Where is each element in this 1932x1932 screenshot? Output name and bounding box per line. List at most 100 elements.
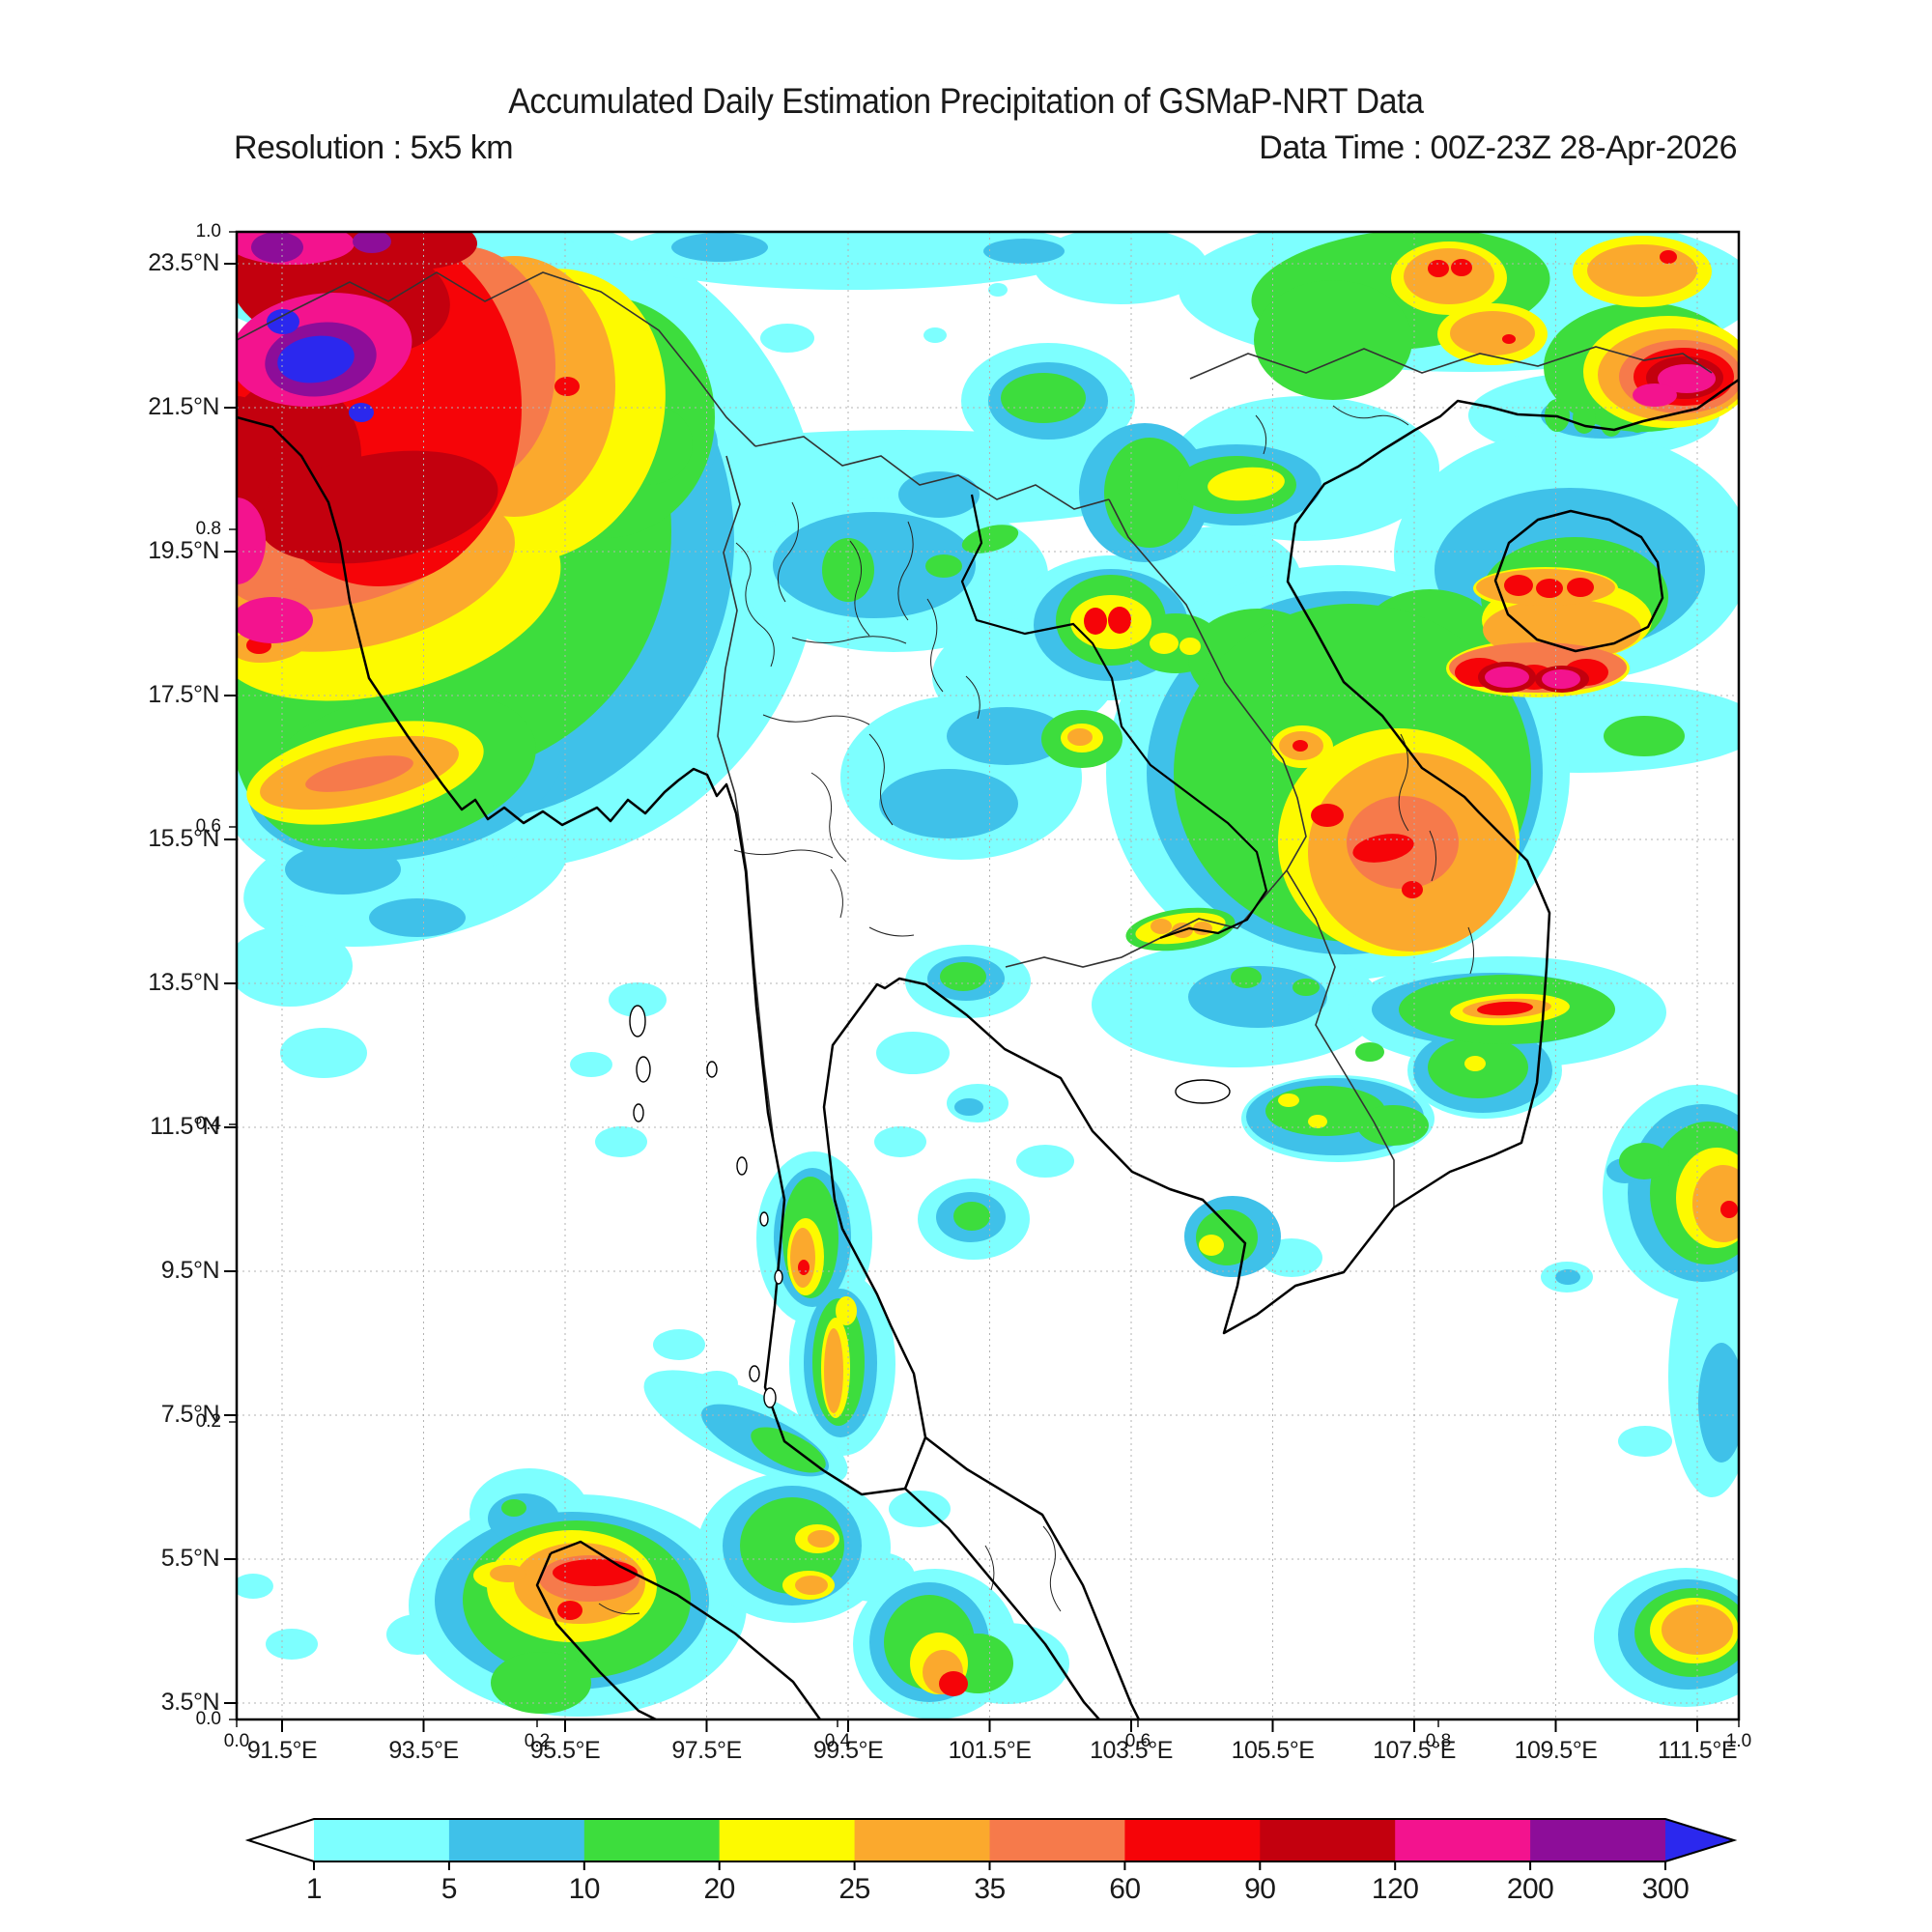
rain-cell-level-6 — [1477, 1001, 1533, 1016]
secondary-x-label: 0.0 — [223, 1731, 250, 1751]
colorbar-tick-label: 35 — [974, 1873, 1006, 1905]
rain-cell-level-8 — [237, 597, 313, 643]
rain-cell-level-2 — [1104, 438, 1195, 548]
lat-tick-label: 7.5°N — [160, 1400, 220, 1428]
island-outline — [759, 1211, 769, 1227]
rain-cell-level-6 — [1402, 881, 1423, 898]
rain-cell-level-1 — [285, 844, 401, 895]
rain-cell-level-3 — [1464, 1056, 1486, 1071]
country-border — [717, 455, 775, 1143]
secondary-x-label: 0.2 — [524, 1731, 551, 1751]
rain-cell-level-4 — [490, 1565, 526, 1582]
secondary-y-label: 0.8 — [195, 519, 221, 539]
rain-cell-level-6 — [1084, 608, 1107, 635]
rain-cell-level-4 — [1404, 248, 1494, 304]
island-outline — [774, 1269, 783, 1285]
rain-cell-level-0 — [613, 430, 1193, 526]
secondary-y-label: 0.4 — [195, 1114, 221, 1134]
colorbar-tick-label: 300 — [1641, 1873, 1690, 1905]
rain-cell-level-2 — [1231, 967, 1262, 988]
rain-cell-level-10 — [349, 403, 374, 422]
rain-cell-level-0 — [386, 1614, 448, 1655]
lon-tick-label: 109.5°E — [1514, 1737, 1598, 1764]
colorbar-segment — [1530, 1819, 1666, 1861]
province-boundary — [926, 598, 944, 693]
secondary-x-label: 1.0 — [1725, 1731, 1752, 1751]
rain-cell-level-1 — [898, 471, 980, 518]
rain-cell-level-0 — [1618, 1426, 1672, 1457]
island-outline — [636, 1056, 651, 1083]
coastline — [924, 1436, 1141, 1719]
island-outline — [633, 1103, 644, 1122]
colorbar-tick-label: 10 — [568, 1873, 601, 1905]
province-boundary — [830, 868, 843, 919]
rain-cell-level-1 — [879, 769, 1018, 838]
colorbar-segment — [854, 1819, 991, 1861]
secondary-y-label: 1.0 — [195, 221, 221, 242]
rain-cell-level-1 — [954, 1098, 983, 1116]
colorbar-segment — [1124, 1819, 1261, 1861]
province-boundary — [762, 714, 870, 725]
rain-cell-level-2 — [940, 962, 986, 991]
secondary-x-label: 0.8 — [1425, 1731, 1452, 1751]
lon-tick-label: 107.5°E — [1373, 1737, 1456, 1764]
rain-cell-level-3 — [1308, 1115, 1327, 1128]
country-border — [754, 436, 1110, 510]
province-boundary — [984, 1545, 995, 1591]
rain-cell-level-0 — [609, 982, 667, 1017]
rain-cell-level-1 — [983, 239, 1065, 264]
colorbar — [244, 1818, 1738, 1870]
province-boundary — [1042, 1525, 1062, 1612]
country-border — [237, 271, 756, 447]
colorbar-tick-label: 1 — [305, 1873, 323, 1905]
rain-cell-level-2 — [751, 1427, 826, 1473]
rain-cell-level-4 — [1193, 922, 1212, 935]
rain-cell-level-2 — [1357, 1105, 1429, 1146]
rain-cell-level-6 — [554, 377, 580, 396]
colorbar-segment — [989, 1819, 1125, 1861]
rain-cell-level-3 — [1199, 1235, 1224, 1256]
province-boundary — [1467, 926, 1474, 975]
province-boundary — [965, 675, 980, 720]
country-border — [1108, 498, 1307, 871]
colorbar-overflow-arrow — [1665, 1819, 1734, 1861]
rain-cell-level-4 — [790, 1228, 815, 1288]
rain-cell-level-2 — [1604, 716, 1685, 756]
rain-cell-level-0 — [280, 1028, 367, 1078]
rain-cell-level-1 — [1698, 1343, 1739, 1463]
rain-cell-level-1 — [671, 233, 768, 262]
rain-cell-level-4 — [795, 1576, 828, 1595]
rain-cell-level-9 — [353, 232, 391, 253]
rain-cell-level-6 — [1108, 607, 1131, 634]
province-boundary — [735, 542, 775, 668]
rain-cell-level-0 — [237, 1574, 273, 1599]
rain-cell-level-5 — [305, 755, 413, 792]
province-boundary — [733, 849, 834, 859]
province-boundary — [791, 636, 907, 644]
rain-cell-level-2 — [740, 1497, 844, 1594]
island-outline — [749, 1365, 760, 1382]
rain-cell-level-3 — [619, 426, 637, 440]
rain-cell-level-6 — [557, 1601, 582, 1620]
rain-cell-level-2 — [1619, 1143, 1669, 1179]
colorbar-segment — [1395, 1819, 1531, 1861]
lat-tick-label: 11.5°N — [150, 1112, 219, 1140]
rain-cell-level-0 — [266, 1629, 318, 1660]
province-boundary — [1429, 830, 1436, 882]
province-boundary — [1255, 414, 1267, 455]
rain-cell-level-1 — [1555, 1269, 1580, 1285]
lon-tick-label: 91.5°E — [246, 1737, 318, 1764]
rain-cell-level-3 — [1179, 638, 1201, 655]
rain-cell-level-1 — [369, 898, 466, 937]
lon-tick-label: 103.5°E — [1090, 1737, 1173, 1764]
rain-cell-level-3 — [836, 1296, 857, 1325]
lat-tick-label: 15.5°N — [148, 824, 219, 852]
rain-cell-level-0 — [876, 1032, 950, 1074]
page-title: Accumulated Daily Estimation Precipitati… — [508, 81, 1424, 121]
lon-tick-label: 95.5°E — [529, 1737, 601, 1764]
rain-cell-level-0 — [760, 324, 814, 353]
coastline — [237, 415, 1100, 1719]
rain-cell-level-6 — [1720, 1201, 1738, 1218]
